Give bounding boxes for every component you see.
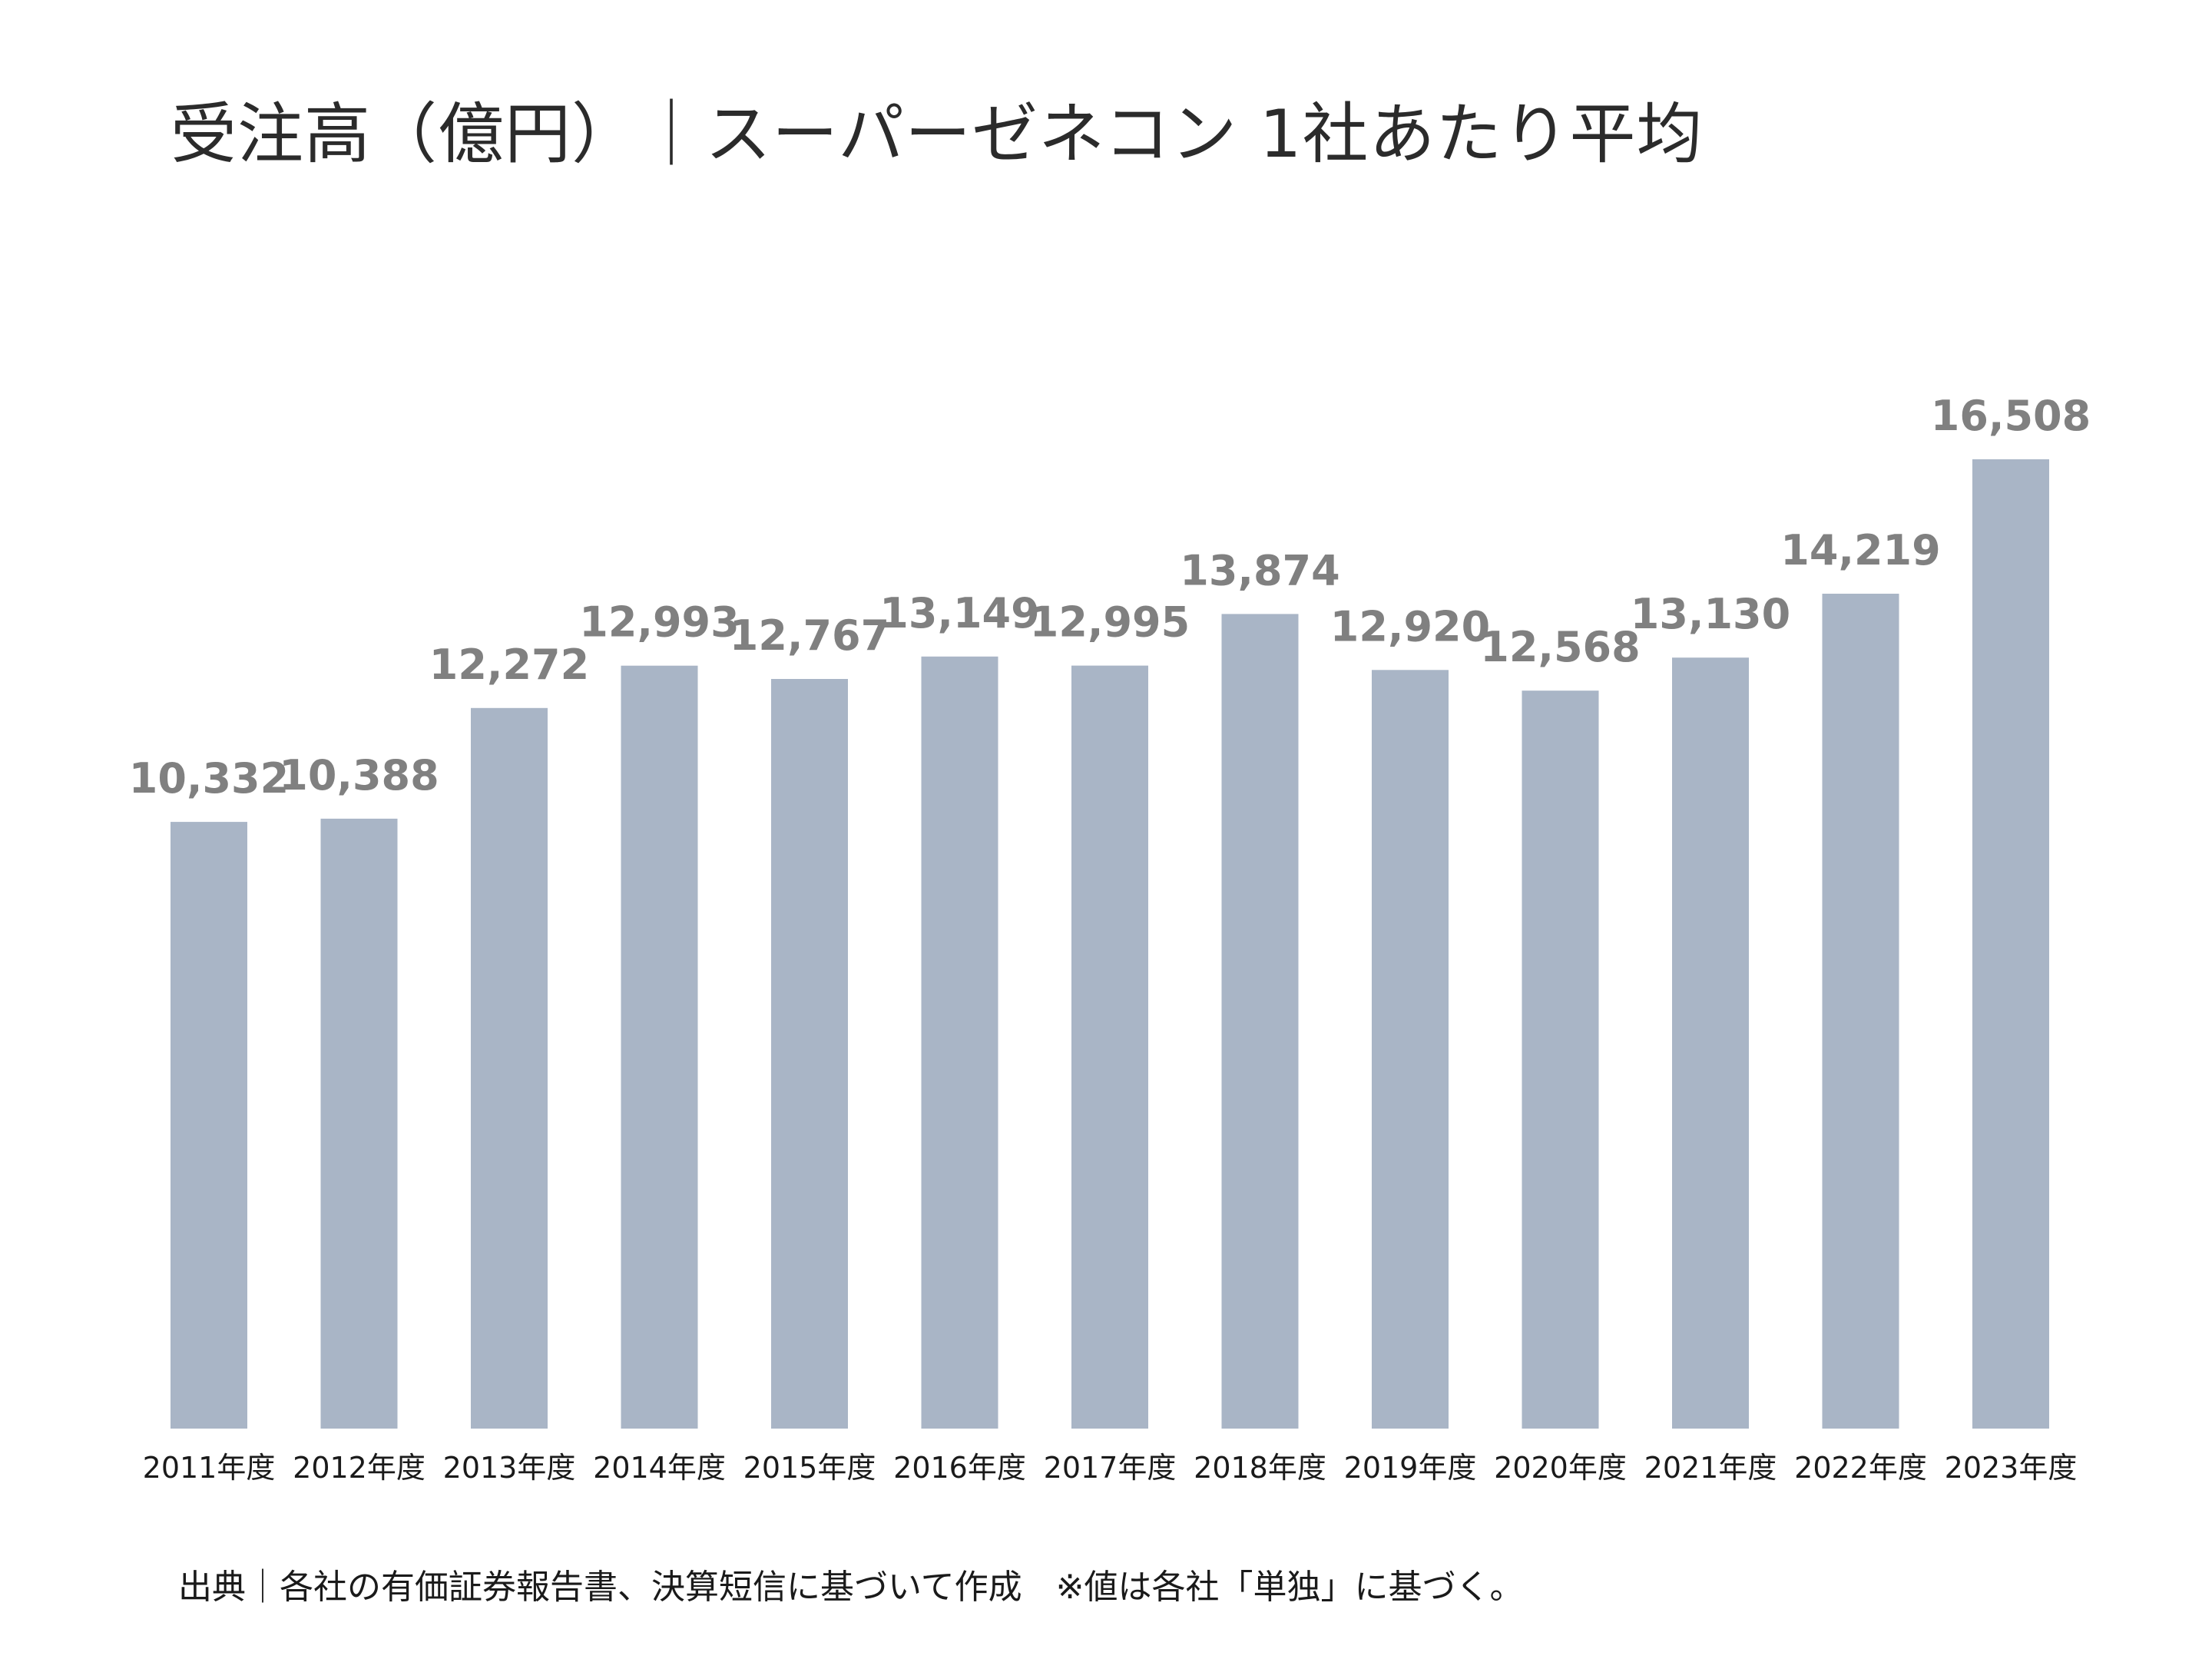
value-label-2015年度: 12,767 (730, 611, 889, 660)
bar-2017年度 (1071, 665, 1148, 1429)
value-label-2011年度: 10,332 (129, 754, 289, 803)
value-label-2022年度: 14,219 (1780, 526, 1940, 575)
value-label-2018年度: 13,874 (1180, 546, 1339, 594)
x-tick-label-2012年度: 2012年度 (293, 1451, 426, 1485)
x-tick-label-2016年度: 2016年度 (893, 1451, 1026, 1485)
value-label-2021年度: 13,130 (1631, 590, 1790, 638)
value-label-2013年度: 12,272 (429, 641, 589, 689)
x-tick-labels-layer: 2011年度 2012年度 2013年度 2014年度 2015年度 2016年度 2017… (143, 1451, 2078, 1485)
x-tick-label-2014年度: 2014年度 (593, 1451, 726, 1485)
bars-layer (171, 459, 2049, 1429)
bar-2013年度 (471, 707, 548, 1429)
value-label-2016年度: 13,149 (879, 589, 1039, 637)
x-tick-label-2017年度: 2017年度 (1044, 1451, 1177, 1485)
value-label-2019年度: 12,920 (1330, 602, 1490, 651)
value-label-2020年度: 12,568 (1480, 623, 1640, 671)
x-tick-label-2022年度: 2022年度 (1794, 1451, 1927, 1485)
x-tick-label-2011年度: 2011年度 (143, 1451, 276, 1485)
x-tick-label-2015年度: 2015年度 (743, 1451, 876, 1485)
x-tick-label-2021年度: 2021年度 (1644, 1451, 1777, 1485)
bar-2014年度 (621, 665, 698, 1429)
bar-2021年度 (1672, 657, 1749, 1429)
source-note: 出典｜各社の有価証券報告書、決算短信に基づいて作成 ※値は各社「単独」に基づく。 (178, 1568, 1524, 1607)
x-tick-label-2018年度: 2018年度 (1194, 1451, 1326, 1485)
bar-2022年度 (1822, 594, 1899, 1429)
chart-title: 受注高（億円）｜スーパーゼネコン 1社あたり平均 (171, 96, 1704, 173)
bar-2018年度 (1221, 614, 1299, 1429)
x-tick-label-2019年度: 2019年度 (1344, 1451, 1477, 1485)
bar-2011年度 (171, 822, 247, 1429)
bar-2015年度 (771, 679, 848, 1429)
value-label-2012年度: 10,388 (279, 751, 439, 800)
bar-2020年度 (1522, 690, 1599, 1429)
bar-2019年度 (1372, 670, 1449, 1429)
x-tick-label-2023年度: 2023年度 (1945, 1451, 2078, 1485)
value-label-2023年度: 16,508 (1931, 392, 2091, 440)
value-labels-layer: 10,33210,38812,27212,99312,76713,14912,9… (129, 392, 2091, 803)
value-label-2014年度: 12,993 (579, 598, 739, 647)
bar-2023年度 (1972, 459, 2049, 1429)
bar-2012年度 (320, 818, 398, 1429)
value-label-2017年度: 12,995 (1030, 598, 1190, 647)
x-tick-label-2020年度: 2020年度 (1494, 1451, 1627, 1485)
bar-2016年度 (921, 656, 998, 1429)
x-tick-label-2013年度: 2013年度 (443, 1451, 576, 1485)
